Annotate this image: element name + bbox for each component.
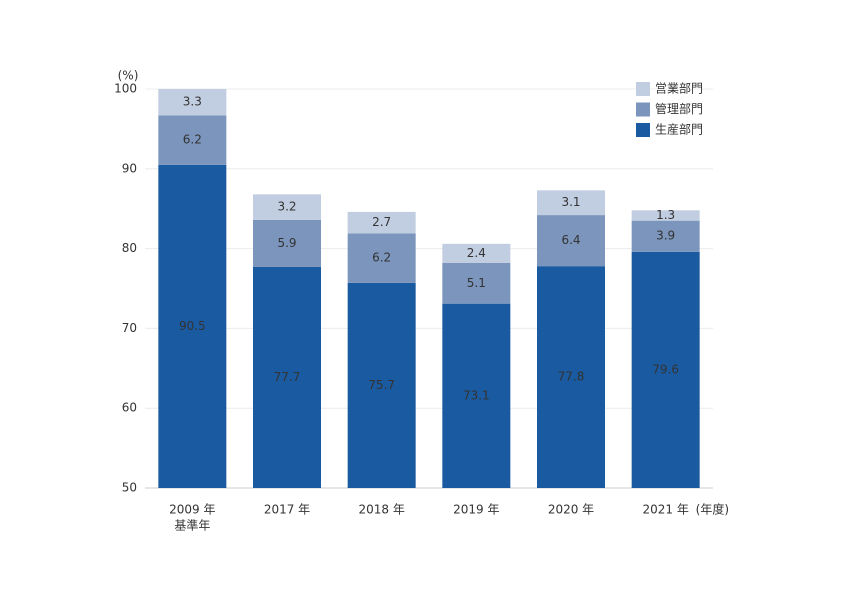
data-label: 77.7 <box>274 370 301 384</box>
y-tick-label: 70 <box>122 321 137 335</box>
bar-segment <box>537 266 605 488</box>
x-tick-label: 2017 年 <box>264 503 310 517</box>
legend-swatch <box>636 82 650 96</box>
bar-segment <box>442 262 511 304</box>
x-tick-label: 2021 年 <box>642 503 688 517</box>
data-label: 5.1 <box>467 276 486 290</box>
data-label: 3.1 <box>561 195 580 209</box>
data-label: 6.2 <box>183 133 202 147</box>
bar-segment <box>253 219 321 267</box>
y-axis-label: (%) <box>118 69 139 83</box>
data-label: 3.2 <box>277 200 296 214</box>
bar-segment <box>537 215 605 267</box>
legend-label: 生産部門 <box>655 122 703 137</box>
bar-segment <box>158 115 227 165</box>
bar-segment <box>442 303 511 488</box>
data-label: 6.2 <box>372 251 391 265</box>
data-label: 1.3 <box>656 208 675 222</box>
data-label: 2.4 <box>467 246 486 260</box>
legend-label: 営業部門 <box>655 81 703 96</box>
legend-swatch <box>636 123 650 137</box>
x-tick-label: 2019 年 <box>453 503 499 517</box>
data-label: 77.8 <box>558 370 585 384</box>
bar-segment <box>158 89 227 116</box>
legend-label: 管理部門 <box>655 101 703 116</box>
bar-segment <box>253 194 321 220</box>
bar-segment <box>347 211 416 234</box>
y-tick-label: 60 <box>122 401 137 415</box>
data-label: 3.9 <box>656 229 675 243</box>
data-label: 5.9 <box>277 236 296 250</box>
x-tick-label: 2020 年 <box>548 503 594 517</box>
bar-segment <box>537 190 605 216</box>
x-tick-label: 2009 年 <box>169 503 215 517</box>
bar-segment <box>442 243 511 263</box>
x-tick-label: 2018 年 <box>358 503 404 517</box>
data-label: 3.3 <box>183 95 202 109</box>
bar-segment <box>347 282 416 488</box>
bar-segment <box>631 210 700 221</box>
data-label: 73.1 <box>463 388 490 402</box>
x-tick-note: 基準年 <box>174 518 210 533</box>
bar-segment <box>158 164 227 488</box>
y-tick-label: 80 <box>122 241 137 255</box>
bar-segment <box>347 233 416 283</box>
data-label: 90.5 <box>179 319 206 333</box>
bar-segment <box>631 251 700 488</box>
data-label: 2.7 <box>372 215 391 229</box>
x-axis-unit: (年度) <box>696 502 729 517</box>
y-tick-label: 50 <box>122 481 137 495</box>
data-label: 6.4 <box>561 233 580 247</box>
bar-segment <box>253 266 321 488</box>
data-label: 79.6 <box>652 362 679 376</box>
legend-swatch <box>636 102 650 117</box>
bar-segment <box>631 220 700 252</box>
y-tick-label: 90 <box>122 161 137 175</box>
y-tick-label: 100 <box>114 82 137 96</box>
data-label: 75.7 <box>368 378 395 392</box>
